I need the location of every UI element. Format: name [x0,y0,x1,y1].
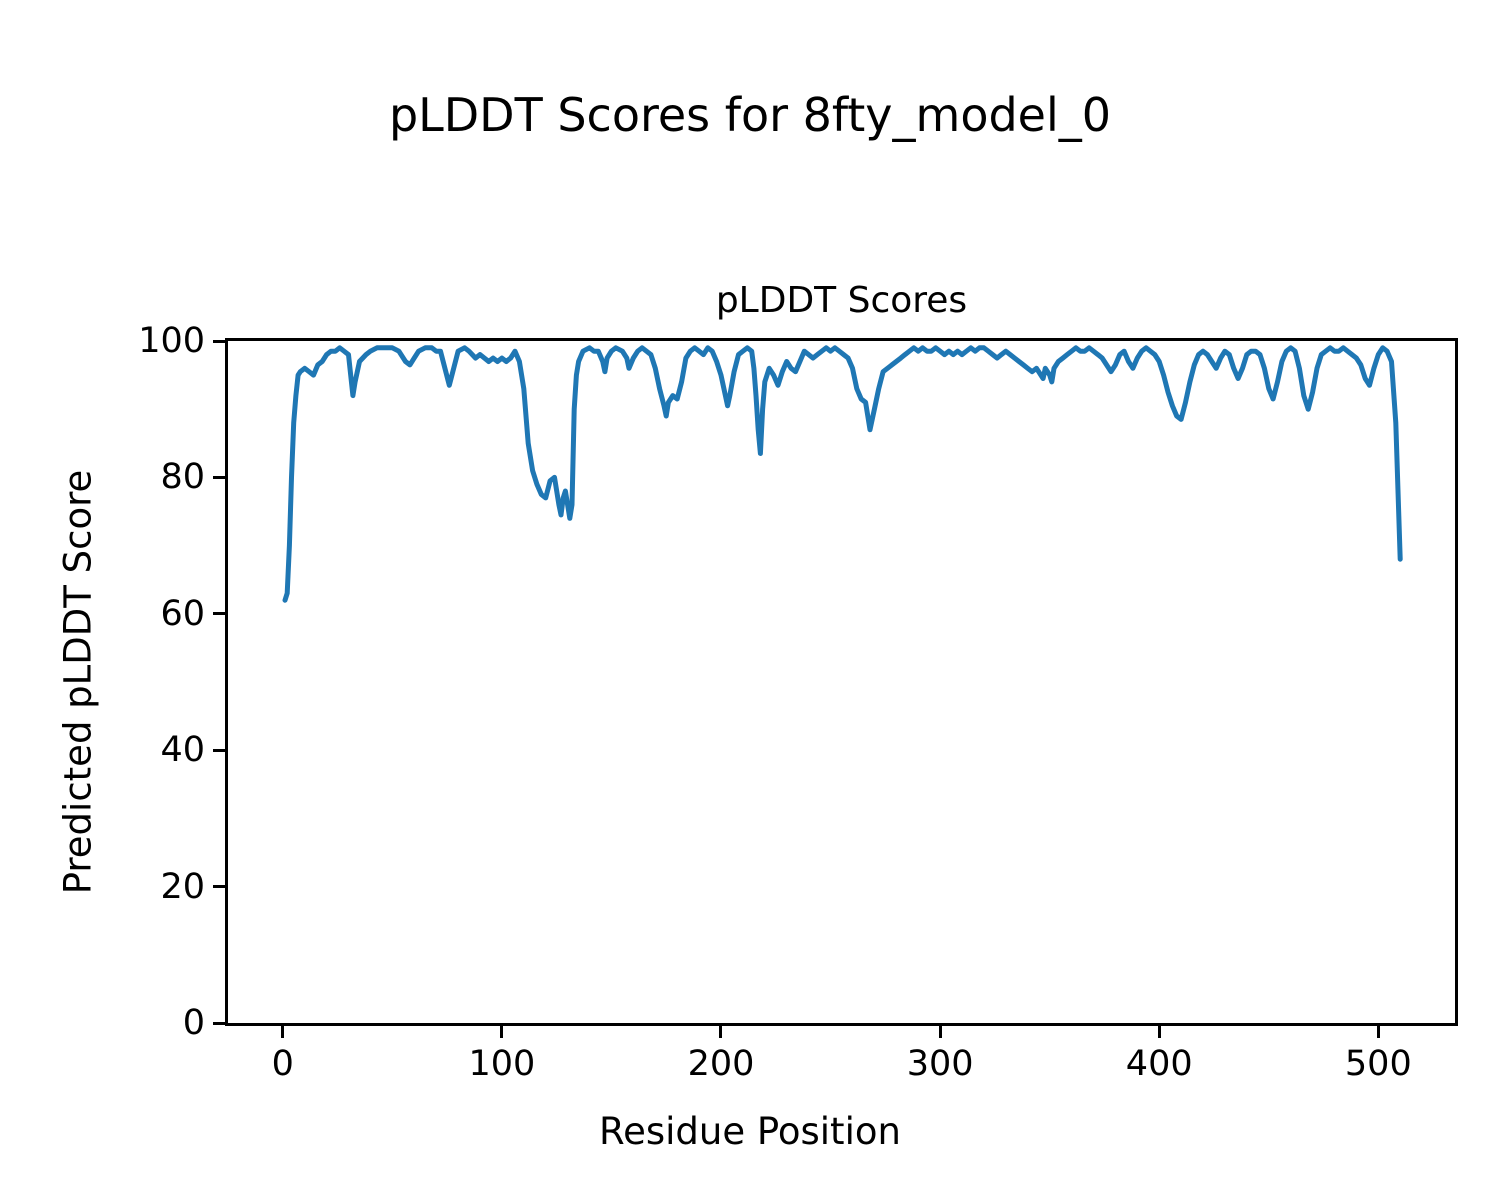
figure-title: pLDDT Scores for 8fty_model_0 [388,88,1112,142]
y-tick-label: 40 [160,730,205,771]
plot-area [225,338,1458,1026]
x-tick-mark [1376,1026,1380,1038]
y-tick-label: 60 [160,593,205,634]
y-tick-mark [213,612,225,616]
x-tick-mark [500,1026,504,1038]
y-tick-label: 100 [138,321,205,361]
x-tick-label: 100 [468,1044,536,1084]
x-tick-label: 400 [1125,1044,1193,1084]
x-tick-mark [281,1026,285,1038]
axes-title: pLDDT Scores [715,280,968,321]
x-tick-label: 0 [271,1044,294,1084]
x-tick-mark [938,1026,942,1038]
y-tick-label: 80 [160,457,205,498]
x-axis-label: Residue Position [599,1110,901,1153]
y-axis-label: Predicted pLDDT Score [56,469,100,895]
x-tick-label: 300 [906,1044,974,1084]
y-tick-label: 0 [182,1003,205,1043]
y-tick-mark [213,748,225,752]
y-tick-mark [213,339,225,343]
x-tick-label: 500 [1344,1044,1412,1084]
plddt-line-chart [282,345,1403,603]
y-tick-mark [213,885,225,889]
y-tick-label: 20 [160,866,205,907]
x-tick-mark [1157,1026,1161,1038]
x-tick-mark [719,1026,723,1038]
y-tick-mark [213,1021,225,1025]
y-tick-mark [213,475,225,479]
plddt-line [282,345,1403,603]
x-tick-label: 200 [687,1044,755,1084]
